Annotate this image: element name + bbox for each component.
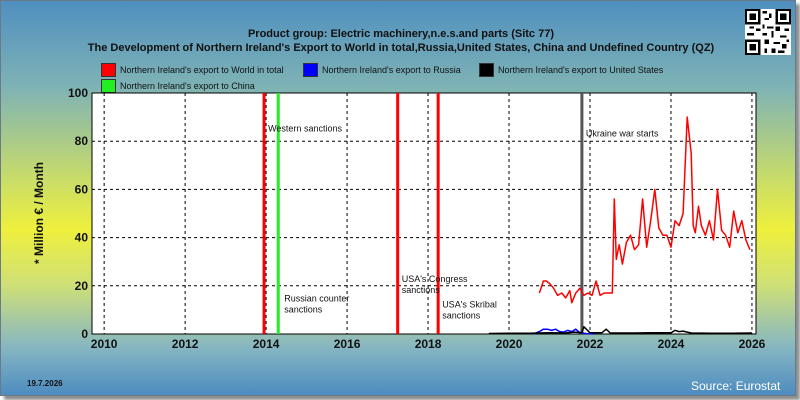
- qr-code-icon: [745, 9, 791, 55]
- x-tick-label: 2022: [577, 337, 604, 351]
- series-line: [488, 326, 753, 335]
- legend-label-china: Northern Ireland's export to China: [120, 81, 255, 91]
- event-annotation: USA's Congress: [402, 274, 468, 284]
- x-tick-label: 2020: [496, 337, 523, 351]
- legend-label-united-states: Northern Ireland's export to United Stat…: [498, 65, 664, 75]
- event-annotation: Ukraine war starts: [586, 128, 659, 138]
- series-line: [538, 116, 751, 304]
- y-tick-label: 0: [81, 327, 88, 341]
- legend-label-russia: Northern Ireland's export to Russia: [322, 65, 461, 75]
- event-annotation: Russian counter: [284, 293, 349, 303]
- y-tick-label: 40: [75, 231, 89, 245]
- x-tick-label: 2014: [253, 337, 280, 351]
- x-tick-label: 2018: [415, 337, 442, 351]
- x-tick-label: 2010: [91, 337, 118, 351]
- x-tick-label: 2016: [334, 337, 361, 351]
- legend-label-world: Northern Ireland's export to World in to…: [120, 65, 284, 75]
- chart-title: Product group: Electric machinery,n.e.s.…: [247, 28, 555, 40]
- plot-area: [91, 92, 757, 335]
- legend-swatch-russia: [303, 63, 318, 77]
- legend-swatch-world: [101, 63, 116, 77]
- x-tick-label: 2024: [658, 337, 685, 351]
- event-annotation: sanctions: [284, 304, 323, 314]
- x-tick-label: 2012: [172, 337, 199, 351]
- event-annotation: sanctions: [402, 285, 441, 295]
- y-tick-label: 60: [75, 182, 89, 196]
- y-tick-label: 80: [75, 134, 89, 148]
- y-axis-label: * Million € / Month: [32, 162, 46, 264]
- chart-subtitle: The Development of Northern Ireland's Ex…: [87, 42, 715, 54]
- y-tick-label: 20: [75, 279, 89, 293]
- legend-swatch-united-states: [479, 63, 494, 77]
- x-tick-label: 2026: [739, 337, 766, 351]
- footer-source: Source: Eurostat: [691, 379, 781, 393]
- event-annotation: sanctions: [442, 310, 481, 320]
- event-annotation: Western sanctions: [268, 124, 342, 134]
- footer-date: 19.7.2026: [27, 379, 63, 388]
- event-annotation: USA's Skribal: [442, 299, 497, 309]
- y-tick-label: 100: [68, 86, 88, 100]
